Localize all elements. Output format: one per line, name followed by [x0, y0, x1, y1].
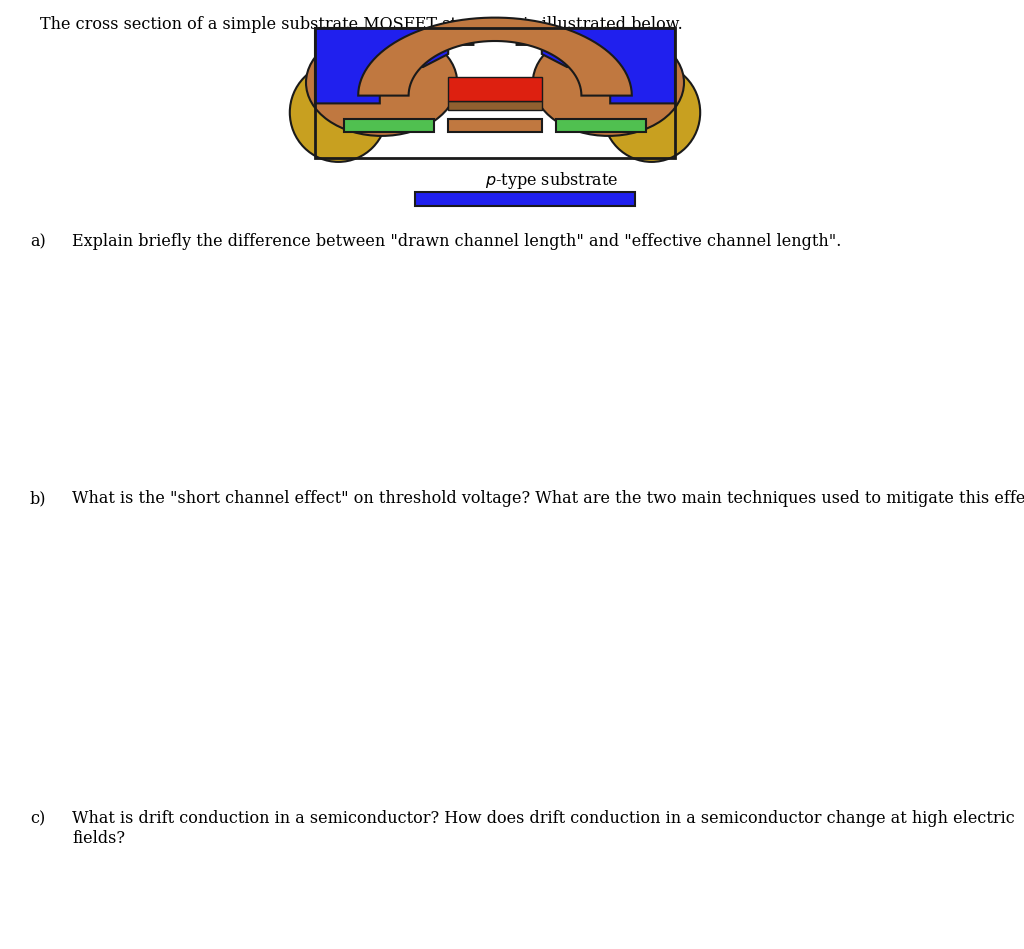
Text: Explain briefly the difference between "drawn channel length" and "effective cha: Explain briefly the difference between "…: [72, 233, 842, 250]
Polygon shape: [315, 28, 473, 103]
Bar: [344, 119, 434, 132]
Text: c): c): [30, 810, 45, 827]
Text: b): b): [30, 490, 46, 507]
Text: $\it{p}$-type substrate: $\it{p}$-type substrate: [485, 170, 618, 191]
Polygon shape: [516, 28, 675, 103]
Ellipse shape: [306, 29, 457, 136]
Bar: [449, 119, 542, 132]
Ellipse shape: [290, 63, 387, 162]
Bar: [315, 28, 675, 158]
Bar: [556, 119, 646, 132]
Text: a): a): [30, 233, 46, 250]
Ellipse shape: [532, 29, 684, 136]
Bar: [449, 101, 542, 110]
Ellipse shape: [603, 63, 700, 162]
Text: What is the "short channel effect" on threshold voltage? What are the two main t: What is the "short channel effect" on th…: [72, 490, 1024, 507]
Text: What is drift conduction in a semiconductor? How does drift conduction in a semi: What is drift conduction in a semiconduc…: [72, 810, 1015, 847]
Polygon shape: [358, 18, 632, 96]
Bar: [415, 192, 635, 206]
Bar: [315, 28, 675, 158]
Bar: [449, 78, 542, 101]
Text: The cross section of a simple substrate MOSFET structure is illustrated below.: The cross section of a simple substrate …: [40, 16, 683, 33]
